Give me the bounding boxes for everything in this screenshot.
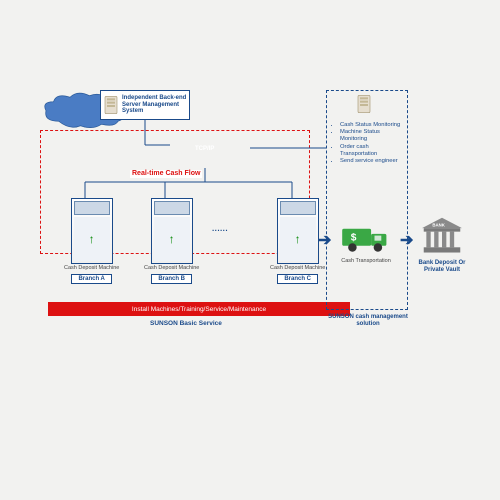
branch-a: ↑ Cash Deposit Machine Branch A bbox=[64, 198, 119, 284]
branch-b: ↑ Cash Deposit Machine Branch B bbox=[144, 198, 199, 284]
solution-label: SUNSON cash management solution bbox=[322, 314, 414, 327]
backend-label: Independent Back-end Server Management S… bbox=[122, 95, 187, 116]
list-item: Machine Status Monitoring bbox=[340, 129, 402, 143]
server-icon bbox=[356, 94, 372, 114]
truck-label: Cash Transportation bbox=[336, 258, 396, 264]
bank-icon: BANK bbox=[420, 216, 464, 256]
service-list: Cash Status Monitoring Machine Status Mo… bbox=[332, 122, 402, 165]
atm-icon: ↑ bbox=[151, 198, 193, 264]
server-icon bbox=[103, 95, 119, 115]
ellipsis: ······ bbox=[212, 226, 228, 235]
svg-text:BANK: BANK bbox=[432, 222, 445, 227]
cloud-label: TCP/IP bbox=[195, 146, 214, 152]
atm-icon: ↑ bbox=[277, 198, 319, 264]
arrow-icon: ➔ bbox=[318, 230, 331, 250]
backend-server-box: Independent Back-end Server Management S… bbox=[100, 90, 190, 120]
truck-icon: $ bbox=[340, 222, 392, 256]
svg-text:$: $ bbox=[351, 233, 357, 244]
machine-label: Cash Deposit Machine bbox=[270, 266, 325, 272]
realtime-label: Real-time Cash Flow bbox=[130, 170, 202, 178]
branch-tag: Branch C bbox=[277, 274, 318, 284]
machine-label: Cash Deposit Machine bbox=[64, 266, 119, 272]
list-item: Order cash Transportation bbox=[340, 144, 402, 158]
branch-tag: Branch B bbox=[151, 274, 192, 284]
install-bar-label: Install Machines/Training/Service/Mainte… bbox=[132, 306, 266, 313]
list-item: Cash Status Monitoring bbox=[340, 122, 402, 129]
arrow-icon: ➔ bbox=[400, 230, 413, 250]
branch-tag: Branch A bbox=[71, 274, 111, 284]
bank-label: Bank Deposit Or Private Vault bbox=[414, 260, 470, 273]
basic-service-label: SUNSON Basic Service bbox=[150, 320, 222, 327]
list-item: Send service engineer bbox=[340, 158, 402, 165]
machine-label: Cash Deposit Machine bbox=[144, 266, 199, 272]
diagram-canvas: Independent Back-end Server Management S… bbox=[40, 90, 460, 410]
install-bar: Install Machines/Training/Service/Mainte… bbox=[48, 302, 350, 316]
atm-icon: ↑ bbox=[71, 198, 113, 264]
